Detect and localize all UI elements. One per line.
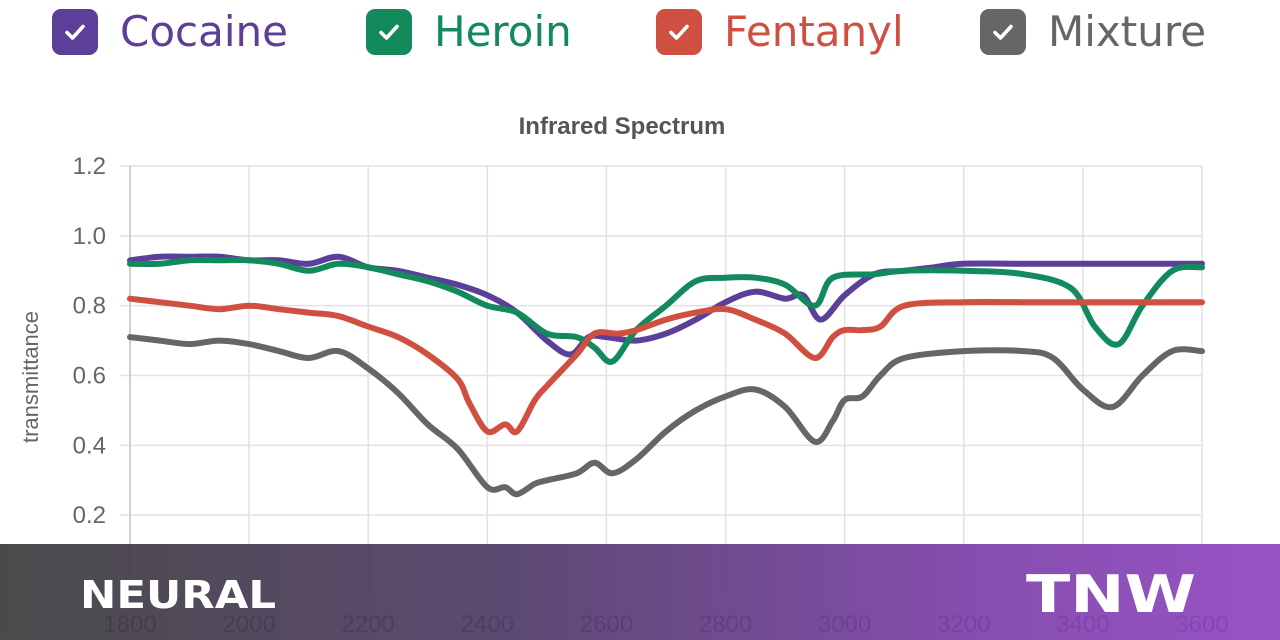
y-axis-label: transmittance [18, 311, 43, 443]
y-tick-label: 0.6 [73, 363, 106, 390]
tnw-logo: TNW [1026, 570, 1196, 614]
y-tick-label: 0.8 [73, 293, 106, 320]
legend: Cocaine Heroin Fentanyl Mixture [0, 0, 1280, 70]
legend-item-mixture[interactable]: Mixture [980, 4, 1206, 60]
chart-title: Infrared Spectrum [519, 113, 726, 140]
y-tick-label: 0.4 [73, 432, 106, 459]
y-tick-label: 0.2 [73, 502, 106, 529]
tnw-logo-text: TNW [1026, 570, 1196, 614]
y-ticks: 0.2 0.4 0.6 0.8 1.0 1.2 [73, 153, 106, 529]
checkbox-checked-icon[interactable] [656, 9, 702, 55]
brand-banner [0, 544, 1280, 640]
legend-label: Cocaine [120, 7, 288, 56]
series-line-fentanyl [127, 295, 1205, 436]
legend-label: Heroin [434, 7, 572, 56]
y-tick-label: 1.2 [73, 153, 106, 180]
y-tick-label: 1.0 [73, 223, 106, 250]
grid-lines [120, 165, 1203, 595]
legend-item-cocaine[interactable]: Cocaine [52, 4, 288, 60]
checkbox-checked-icon[interactable] [980, 9, 1026, 55]
neural-logo-text: NEURAL [80, 573, 276, 614]
checkbox-checked-icon[interactable] [366, 9, 412, 55]
legend-item-heroin[interactable]: Heroin [366, 4, 572, 60]
neural-logo: NEURAL [80, 573, 276, 614]
series-line-mixture [127, 334, 1205, 498]
legend-label: Mixture [1048, 7, 1207, 56]
checkbox-checked-icon[interactable] [52, 9, 98, 55]
legend-label: Fentanyl [724, 7, 904, 56]
legend-item-fentanyl[interactable]: Fentanyl [656, 4, 904, 60]
series-line-heroin [127, 257, 1205, 365]
series-lines [127, 253, 1205, 498]
